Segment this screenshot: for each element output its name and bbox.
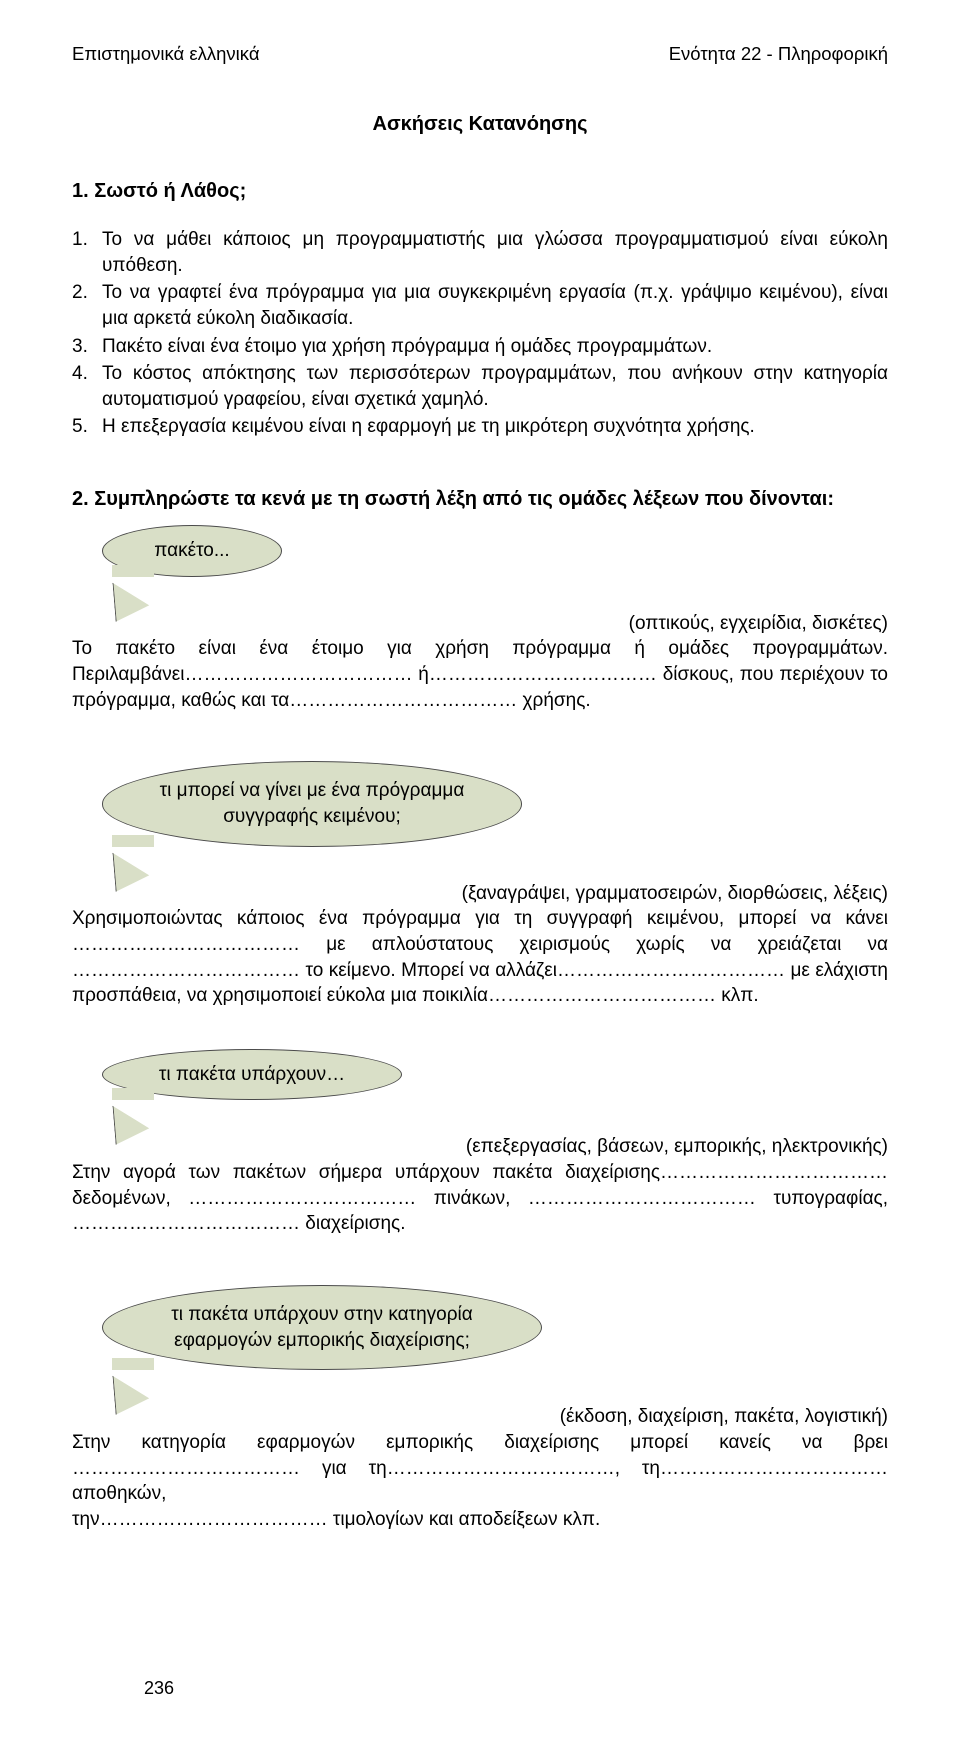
header-left: Επιστημονικά ελληνικά: [72, 42, 260, 67]
body-line: δεδομένων, ……………………………… πινάκων, ……………………: [72, 1186, 888, 1212]
list-text: Το να γραφτεί ένα πρόγραμμα για μια συγκ…: [102, 280, 888, 331]
bubble-text: τι πακέτα υπάρχουν στην κατηγορία εφαρμο…: [102, 1285, 542, 1370]
body-line: πρόγραμμα, καθώς και τα……………………………… χρήσ…: [72, 688, 888, 714]
header-right: Ενότητα 22 - Πληροφορική: [669, 42, 888, 67]
bubble-text: τι μπορεί να γίνει με ένα πρόγραμμα συγγ…: [102, 761, 522, 846]
list-num: 1.: [72, 227, 102, 278]
hint-text: (οπτικούς, εγχειρίδια, δισκέτες): [72, 611, 888, 637]
speech-bubble: τι πακέτα υπάρχουν στην κατηγορία εφαρμο…: [102, 1285, 542, 1370]
list-item: 2. Το να γραφτεί ένα πρόγραμμα για μια σ…: [72, 280, 888, 331]
hint-text: (ξαναγράψει, γραμματοσειρών, διορθώσεις,…: [72, 881, 888, 907]
body-line: την……………………………… τιμολογίων και αποδείξεω…: [72, 1507, 888, 1533]
body-line: Στην αγορά των πακέτων σήμερα υπάρχουν π…: [72, 1160, 888, 1186]
list-item: 1. Το να μάθει κάποιος μη προγραμματιστή…: [72, 227, 888, 278]
fill-block-4: τι πακέτα υπάρχουν στην κατηγορία εφαρμο…: [72, 1285, 888, 1532]
section1-heading: 1. Σωστό ή Λάθος;: [72, 178, 888, 205]
body-line: Χρησιμοποιώντας κάποιος ένα πρόγραμμα γι…: [72, 906, 888, 932]
hint-text: (έκδοση, διαχείριση, πακέτα, λογιστική): [72, 1404, 888, 1430]
list-num: 3.: [72, 334, 102, 360]
page-number: 236: [144, 1676, 174, 1700]
body-line: ……………………………… με απλούστατους χειρισμούς …: [72, 932, 888, 958]
fill-block-2: τι μπορεί να γίνει με ένα πρόγραμμα συγγ…: [72, 761, 888, 1008]
body-line: προσπάθεια, να χρησιμοποιεί εύκολα μια π…: [72, 983, 888, 1009]
fill-text: (οπτικούς, εγχειρίδια, δισκέτες) Το πακέ…: [72, 611, 888, 714]
page-header: Επιστημονικά ελληνικά Ενότητα 22 - Πληρο…: [72, 42, 888, 67]
body-line: Το πακέτο είναι ένα έτοιμο για χρήση πρό…: [72, 636, 888, 662]
list-text: Η επεξεργασία κειμένου είναι η εφαρμογή …: [102, 414, 888, 440]
body-line: Περιλαμβάνει……………………………… ή……………………………… δ…: [72, 662, 888, 688]
speech-bubble: τι πακέτα υπάρχουν…: [102, 1049, 402, 1101]
page-container: { "page": { "bg_color": "#ffffff", "text…: [72, 42, 888, 1726]
list-num: 2.: [72, 280, 102, 331]
speech-bubble: πακέτο...: [102, 525, 282, 577]
body-line: Στην κατηγορία εφαρμογών εμπορικής διαχε…: [72, 1430, 888, 1456]
section2-heading: 2. Συμπληρώστε τα κενά με τη σωστή λέξη …: [72, 486, 888, 513]
fill-text: (έκδοση, διαχείριση, πακέτα, λογιστική) …: [72, 1404, 888, 1532]
list-text: Πακέτο είναι ένα έτοιμο για χρήση πρόγρα…: [102, 334, 888, 360]
hint-text: (επεξεργασίας, βάσεων, εμπορικής, ηλεκτρ…: [72, 1134, 888, 1160]
list-text: Το να μάθει κάποιος μη προγραμματιστής μ…: [102, 227, 888, 278]
body-line: ……………………………… το κείμενο. Μπορεί να αλλάζ…: [72, 958, 888, 984]
fill-block-3: τι πακέτα υπάρχουν… (επεξεργασίας, βάσεω…: [72, 1049, 888, 1237]
page-title: Ασκήσεις Κατανόησης: [72, 111, 888, 138]
list-item: 5. Η επεξεργασία κειμένου είναι η εφαρμο…: [72, 414, 888, 440]
speech-bubble: τι μπορεί να γίνει με ένα πρόγραμμα συγγ…: [102, 761, 522, 846]
body-line: ……………………………… για τη………………………………, τη………………: [72, 1456, 888, 1507]
body-line: ……………………………… διαχείρισης.: [72, 1211, 888, 1237]
fill-block-1: πακέτο... (οπτικούς, εγχειρίδια, δισκέτε…: [72, 525, 888, 713]
list-num: 4.: [72, 361, 102, 412]
list-num: 5.: [72, 414, 102, 440]
section1-list: 1. Το να μάθει κάποιος μη προγραμματιστή…: [72, 227, 888, 440]
fill-text: (επεξεργασίας, βάσεων, εμπορικής, ηλεκτρ…: [72, 1134, 888, 1237]
list-item: 4. Το κόστος απόκτησης των περισσότερων …: [72, 361, 888, 412]
list-item: 3. Πακέτο είναι ένα έτοιμο για χρήση πρό…: [72, 334, 888, 360]
list-text: Το κόστος απόκτησης των περισσότερων προ…: [102, 361, 888, 412]
fill-text: (ξαναγράψει, γραμματοσειρών, διορθώσεις,…: [72, 881, 888, 1009]
